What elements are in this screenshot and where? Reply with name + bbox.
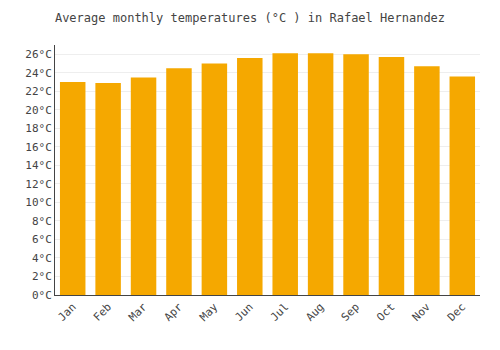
svg-text:10°C: 10°C: [25, 196, 52, 209]
svg-text:Dec: Dec: [445, 301, 468, 324]
svg-text:Sep: Sep: [339, 301, 362, 324]
svg-text:2°C: 2°C: [32, 270, 52, 283]
svg-text:18°C: 18°C: [25, 122, 52, 135]
svg-text:0°C: 0°C: [32, 289, 52, 302]
svg-text:Jan: Jan: [55, 301, 78, 324]
svg-text:8°C: 8°C: [32, 215, 52, 228]
svg-text:22°C: 22°C: [25, 85, 52, 98]
svg-text:Aug: Aug: [303, 301, 326, 324]
svg-text:Feb: Feb: [91, 301, 114, 324]
svg-text:Jul: Jul: [268, 301, 291, 324]
svg-text:Jun: Jun: [233, 301, 256, 324]
svg-text:Oct: Oct: [374, 301, 397, 324]
svg-text:16°C: 16°C: [25, 141, 52, 154]
svg-text:Apr: Apr: [162, 300, 186, 324]
svg-text:May: May: [197, 300, 221, 324]
svg-text:Average monthly temperatures (: Average monthly temperatures (°C ) in Ra…: [55, 11, 445, 25]
svg-text:14°C: 14°C: [25, 159, 52, 172]
svg-text:26°C: 26°C: [25, 48, 52, 61]
svg-text:20°C: 20°C: [25, 104, 52, 117]
svg-text:4°C: 4°C: [32, 252, 52, 265]
svg-text:6°C: 6°C: [32, 233, 52, 246]
svg-text:12°C: 12°C: [25, 178, 52, 191]
svg-text:24°C: 24°C: [25, 67, 52, 80]
svg-text:Mar: Mar: [126, 300, 150, 324]
svg-text:Nov: Nov: [410, 300, 434, 324]
